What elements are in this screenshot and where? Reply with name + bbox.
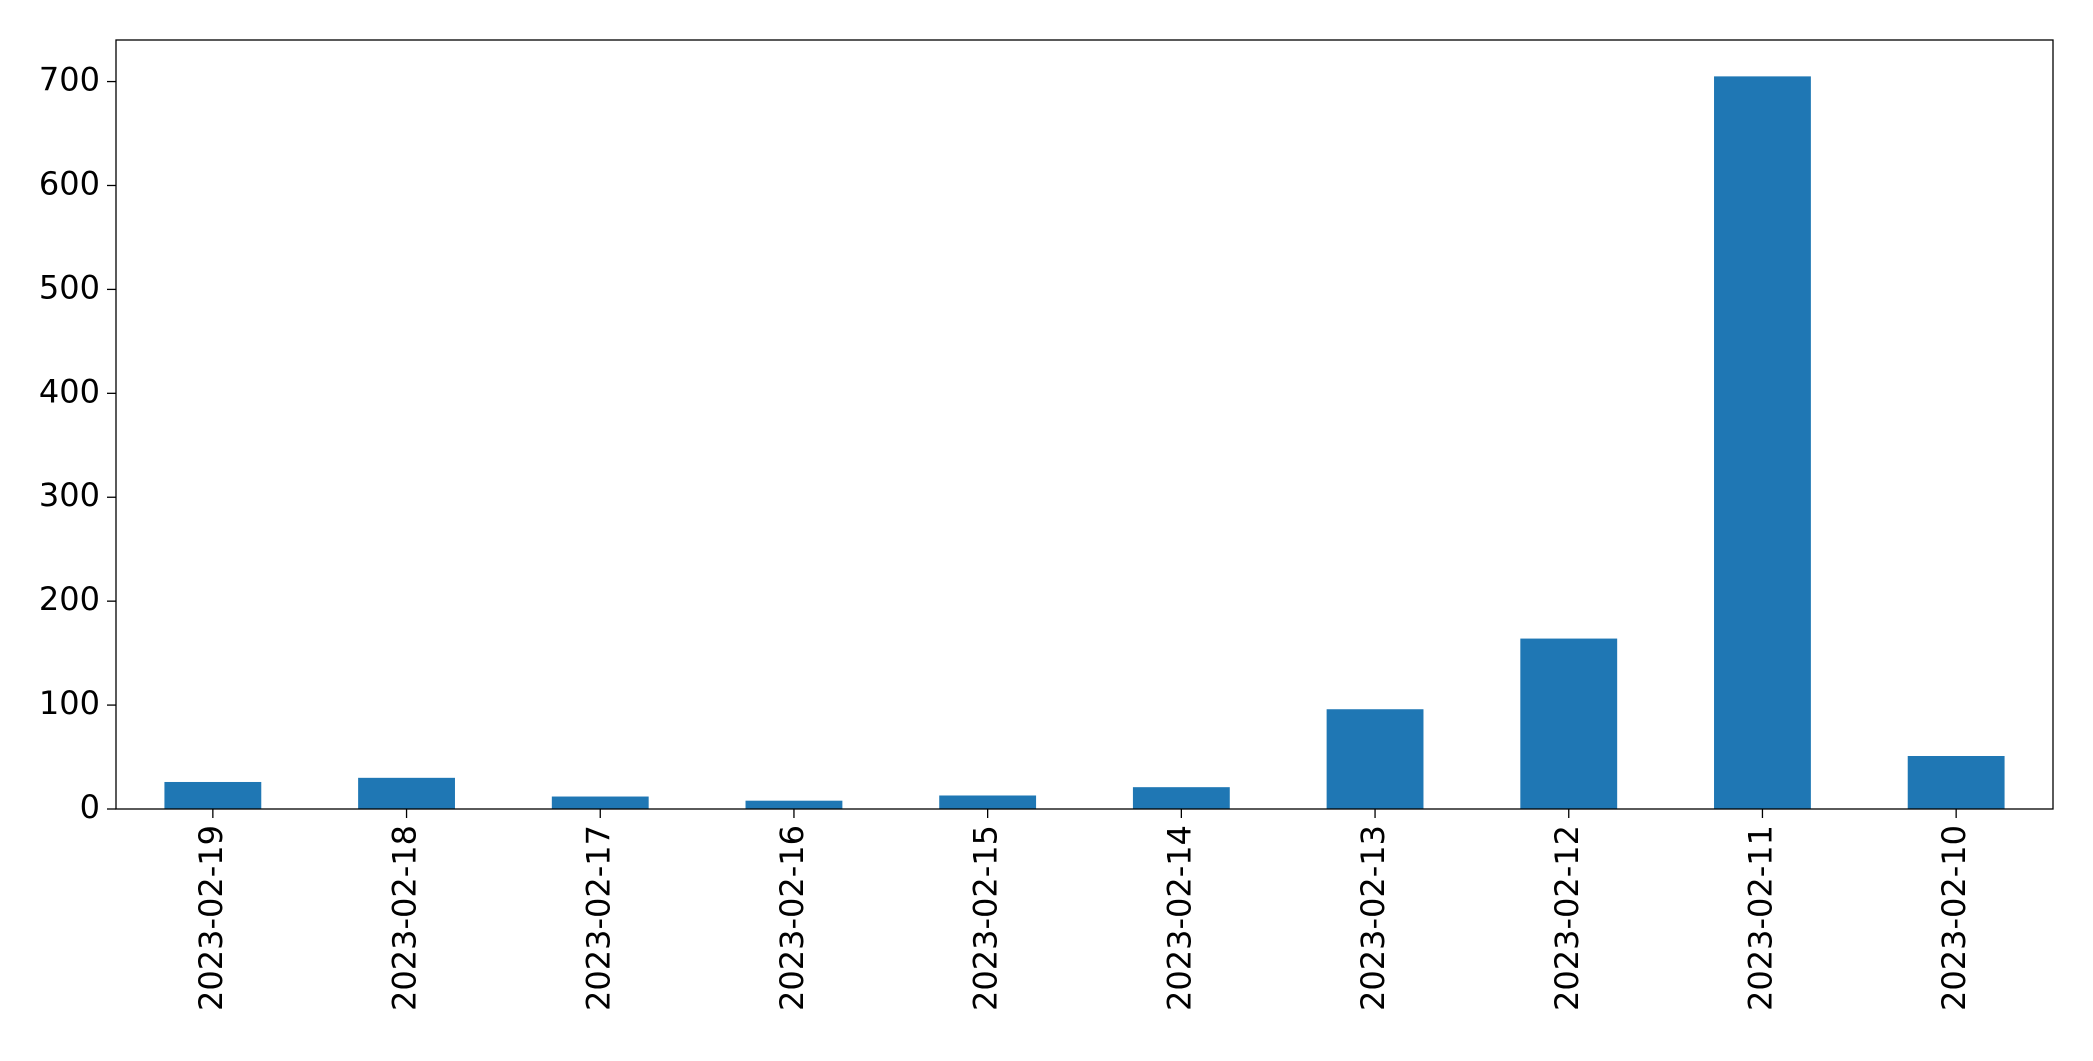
y-tick-label: 500 — [39, 268, 100, 306]
x-tick-label: 2023-02-15 — [967, 825, 1005, 1011]
bar — [551, 796, 649, 809]
bar — [1326, 709, 1424, 809]
bar — [939, 795, 1037, 809]
bar — [745, 800, 843, 809]
bar — [1520, 638, 1618, 809]
y-tick-label: 700 — [39, 61, 100, 99]
x-tick-label: 2023-02-13 — [1354, 825, 1392, 1011]
bar — [1714, 76, 1811, 809]
x-tick-label: 2023-02-10 — [1935, 825, 1973, 1011]
y-tick-label: 200 — [39, 580, 100, 618]
y-tick-label: 300 — [39, 476, 100, 514]
y-tick-label: 100 — [39, 684, 100, 722]
x-tick-label: 2023-02-12 — [1548, 825, 1586, 1011]
bar — [358, 777, 455, 809]
bar — [1132, 787, 1230, 809]
y-tick-label: 0 — [80, 788, 100, 826]
x-tick-label: 2023-02-16 — [773, 825, 811, 1011]
x-tick-label: 2023-02-17 — [579, 825, 617, 1011]
bar — [164, 781, 262, 809]
y-tick-label: 400 — [39, 372, 100, 410]
plot-frame — [115, 39, 2054, 810]
y-tick-label: 600 — [39, 164, 100, 202]
x-tick-label: 2023-02-14 — [1160, 825, 1198, 1011]
x-tick-label: 2023-02-11 — [1741, 825, 1779, 1011]
x-tick-label: 2023-02-19 — [192, 825, 230, 1011]
x-tick-label: 2023-02-18 — [386, 825, 424, 1011]
bar — [1907, 756, 2005, 809]
